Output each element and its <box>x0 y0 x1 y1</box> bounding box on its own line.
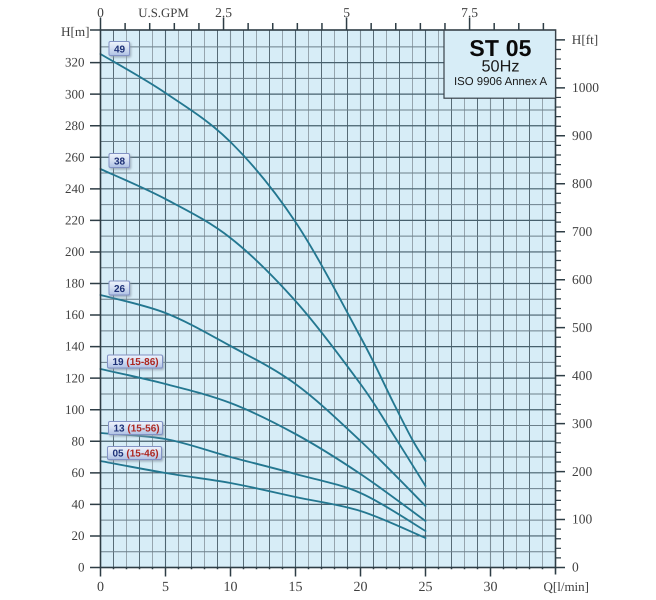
svg-text:15: 15 <box>289 580 303 595</box>
svg-text:0: 0 <box>97 5 104 20</box>
svg-text:13 (15-56): 13 (15-56) <box>114 424 160 435</box>
svg-text:500: 500 <box>572 320 593 335</box>
svg-text:200: 200 <box>572 464 593 479</box>
svg-text:140: 140 <box>65 339 85 354</box>
svg-text:300: 300 <box>65 86 85 101</box>
svg-text:10: 10 <box>224 580 238 595</box>
svg-text:20: 20 <box>72 528 85 543</box>
svg-text:400: 400 <box>572 368 593 383</box>
svg-text:200: 200 <box>65 244 85 259</box>
svg-text:300: 300 <box>572 416 593 431</box>
svg-text:H[m]: H[m] <box>61 24 90 39</box>
svg-text:320: 320 <box>65 55 85 70</box>
svg-text:H[ft]: H[ft] <box>572 32 598 47</box>
svg-text:30: 30 <box>484 580 498 595</box>
svg-text:900: 900 <box>572 128 593 143</box>
svg-text:19 (15-86): 19 (15-86) <box>113 357 159 368</box>
svg-text:05 (15-46): 05 (15-46) <box>113 449 159 460</box>
svg-text:1000: 1000 <box>572 80 599 95</box>
svg-text:100: 100 <box>572 512 593 527</box>
svg-text:49: 49 <box>114 45 126 56</box>
svg-text:80: 80 <box>72 433 85 448</box>
svg-text:50Hz: 50Hz <box>481 57 519 75</box>
svg-text:700: 700 <box>572 224 593 239</box>
svg-text:5: 5 <box>343 5 350 20</box>
svg-text:ISO 9906 Annex A: ISO 9906 Annex A <box>454 76 547 88</box>
svg-text:240: 240 <box>65 181 85 196</box>
svg-text:260: 260 <box>65 149 85 164</box>
svg-text:25: 25 <box>419 580 433 595</box>
svg-text:120: 120 <box>65 370 85 385</box>
svg-text:5: 5 <box>162 580 169 595</box>
svg-text:600: 600 <box>572 272 593 287</box>
svg-text:280: 280 <box>65 118 85 133</box>
svg-text:0: 0 <box>97 580 104 595</box>
svg-text:160: 160 <box>65 307 85 322</box>
svg-text:800: 800 <box>572 176 593 191</box>
svg-text:60: 60 <box>72 465 85 480</box>
svg-text:7.5: 7.5 <box>461 5 478 20</box>
svg-text:38: 38 <box>114 157 126 168</box>
svg-text:220: 220 <box>65 213 85 228</box>
svg-text:0: 0 <box>572 560 579 575</box>
svg-text:2.5: 2.5 <box>215 5 232 20</box>
svg-text:Q[l/min]: Q[l/min] <box>544 579 590 594</box>
svg-text:26: 26 <box>114 284 126 295</box>
svg-text:40: 40 <box>72 497 85 512</box>
svg-text:U.S.GPM: U.S.GPM <box>138 6 189 20</box>
svg-text:180: 180 <box>65 276 85 291</box>
svg-text:0: 0 <box>78 560 85 575</box>
svg-text:100: 100 <box>65 402 85 417</box>
svg-text:20: 20 <box>354 580 368 595</box>
svg-text:ST 05: ST 05 <box>469 35 531 61</box>
